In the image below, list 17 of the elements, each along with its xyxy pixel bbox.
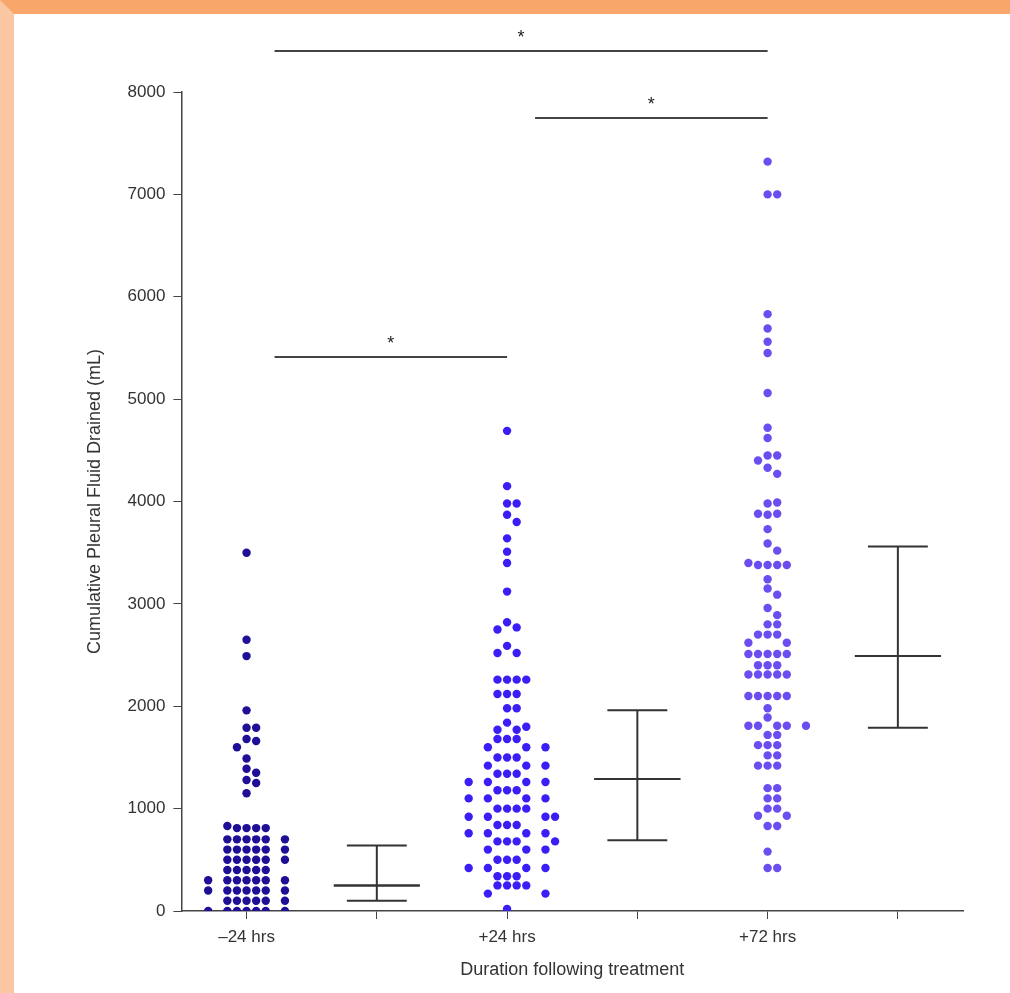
annotation: * — [387, 332, 395, 353]
y-tick-label: 1000 — [127, 798, 166, 818]
y-tick-label: 8000 — [127, 81, 166, 101]
y-tick-label: 3000 — [127, 593, 166, 613]
annotation: * — [647, 93, 655, 114]
y-tick-label: 7000 — [127, 184, 166, 204]
x-tick-label: +72 hrs — [739, 926, 797, 946]
y-tick-label: 5000 — [127, 388, 166, 408]
y-tick-label: 2000 — [127, 695, 166, 715]
x-axis-title: Duration following treatment — [460, 959, 685, 980]
y-tick-label: 0 — [155, 900, 166, 920]
y-tick-label: 6000 — [127, 286, 166, 306]
x-tick-label: +24 hrs — [478, 926, 536, 946]
y-axis-title: Cumulative Pleural Fluid Drained (mL) — [83, 348, 104, 655]
x-tick-label: –24 hrs — [218, 926, 275, 946]
y-tick-label: 4000 — [127, 491, 166, 511]
text: * — [517, 26, 525, 47]
